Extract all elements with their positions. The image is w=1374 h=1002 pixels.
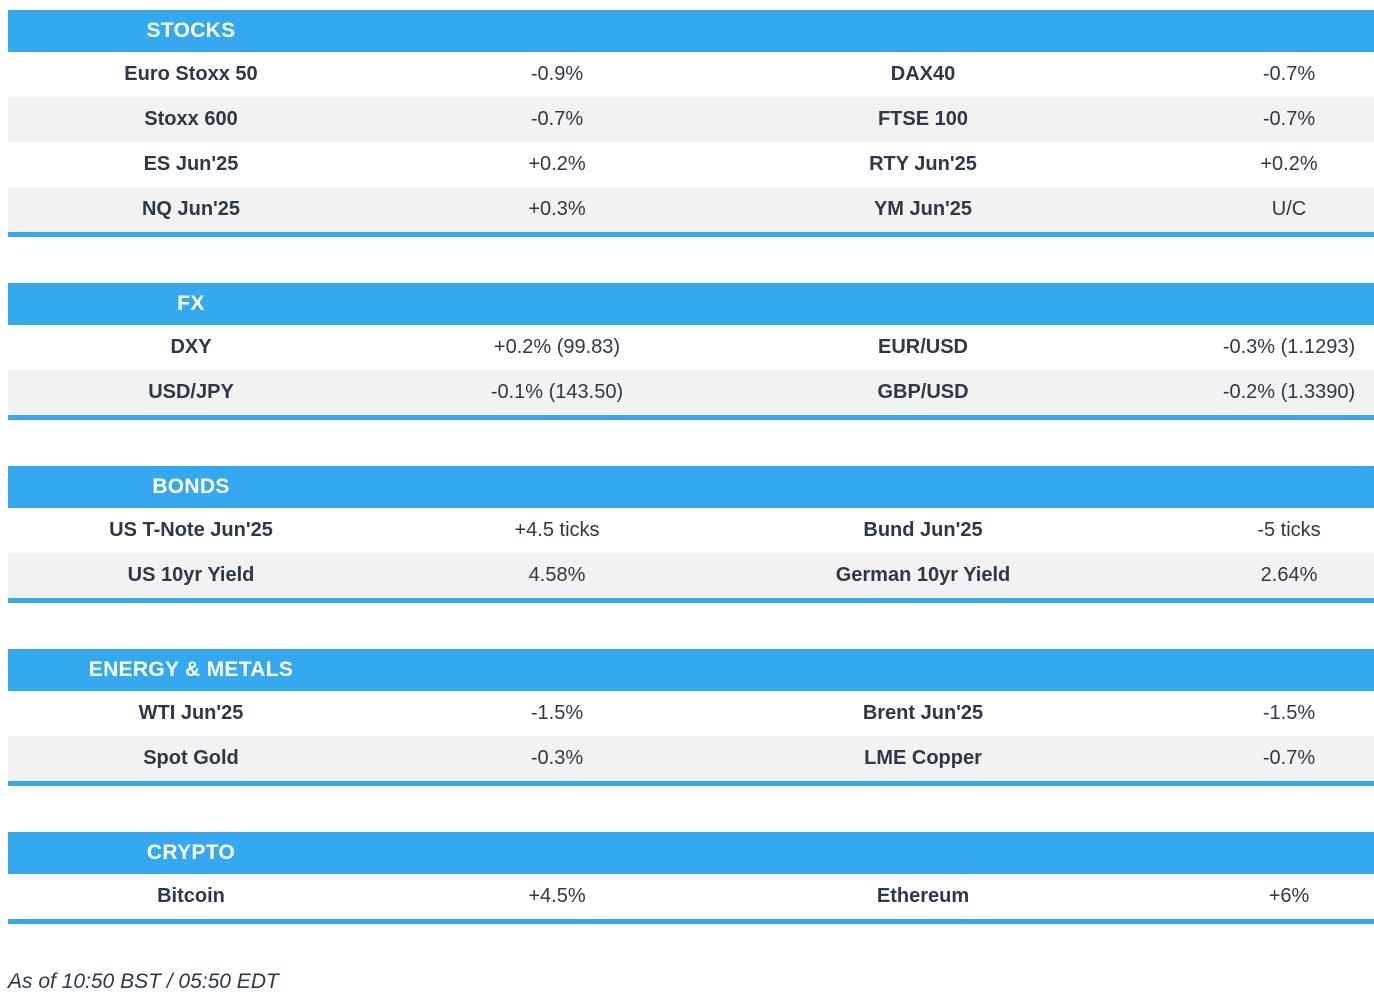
section-header-crypto: CRYPTO — [8, 832, 1374, 874]
section-title: FX — [177, 292, 205, 315]
instrument-value: -0.9% — [530, 63, 584, 85]
table-row: WTI Jun'25 -1.5% Brent Jun'25 -1.5% — [8, 691, 1374, 736]
instrument-value: -1.5% — [530, 702, 584, 724]
section-rows: WTI Jun'25 -1.5% Brent Jun'25 -1.5% Spot… — [8, 691, 1374, 781]
section-title: BONDS — [152, 475, 230, 498]
instrument-value: +0.2% — [1260, 153, 1318, 175]
instrument-name: Euro Stoxx 50 — [124, 63, 258, 85]
section-rows: DXY +0.2% (99.83) EUR/USD -0.3% (1.1293)… — [8, 325, 1374, 415]
table-row: ES Jun'25 +0.2% RTY Jun'25 +0.2% — [8, 142, 1374, 187]
section-rows: Bitcoin +4.5% Ethereum +6% — [8, 874, 1374, 919]
instrument-name: GBP/USD — [877, 381, 969, 403]
section-header-energy-metals: ENERGY & METALS — [8, 649, 1374, 691]
instrument-name: Brent Jun'25 — [862, 702, 984, 724]
instrument-name: LME Copper — [864, 747, 982, 769]
section-header-fx: FX — [8, 283, 1374, 325]
instrument-name: DXY — [170, 336, 212, 358]
table-row: DXY +0.2% (99.83) EUR/USD -0.3% (1.1293) — [8, 325, 1374, 370]
instrument-name: US 10yr Yield — [127, 564, 255, 586]
section-title: ENERGY & METALS — [88, 658, 294, 681]
instrument-value: -0.2% (1.3390) — [1222, 381, 1356, 403]
instrument-name: Ethereum — [876, 885, 970, 907]
section-title: CRYPTO — [146, 841, 236, 864]
instrument-name: WTI Jun'25 — [138, 702, 244, 724]
instrument-name: YM Jun'25 — [873, 198, 973, 220]
instrument-value: -0.7% — [1262, 747, 1316, 769]
instrument-value: +0.3% — [528, 198, 586, 220]
instrument-value: -0.3% (1.1293) — [1222, 336, 1356, 358]
instrument-name: Bund Jun'25 — [863, 519, 983, 541]
instrument-name: DAX40 — [890, 63, 956, 85]
instrument-value: -0.7% — [1262, 63, 1316, 85]
section-fx: FX DXY +0.2% (99.83) EUR/USD -0.3% (1.12… — [8, 283, 1374, 420]
table-row: Spot Gold -0.3% LME Copper -0.7% — [8, 736, 1374, 781]
instrument-name: FTSE 100 — [877, 108, 969, 130]
section-bonds: BONDS US T-Note Jun'25 +4.5 ticks Bund J… — [8, 466, 1374, 603]
instrument-value: -0.3% — [530, 747, 584, 769]
section-rows: Euro Stoxx 50 -0.9% DAX40 -0.7% Stoxx 60… — [8, 52, 1374, 232]
table-row: NQ Jun'25 +0.3% YM Jun'25 U/C — [8, 187, 1374, 232]
instrument-name: German 10yr Yield — [835, 564, 1011, 586]
instrument-value: U/C — [1271, 198, 1307, 220]
instrument-value: +4.5% — [528, 885, 586, 907]
section-energy-metals: ENERGY & METALS WTI Jun'25 -1.5% Brent J… — [8, 649, 1374, 786]
instrument-name: Bitcoin — [157, 885, 225, 907]
instrument-value: +6% — [1268, 885, 1310, 907]
section-crypto: CRYPTO Bitcoin +4.5% Ethereum +6% — [8, 832, 1374, 924]
section-header-bonds: BONDS — [8, 466, 1374, 508]
section-title: STOCKS — [146, 19, 236, 42]
instrument-value: +0.2% — [528, 153, 586, 175]
instrument-value: -5 ticks — [1257, 519, 1321, 541]
table-row: Stoxx 600 -0.7% FTSE 100 -0.7% — [8, 97, 1374, 142]
instrument-value: 4.58% — [528, 564, 586, 586]
table-row: Euro Stoxx 50 -0.9% DAX40 -0.7% — [8, 52, 1374, 97]
instrument-name: EUR/USD — [877, 336, 968, 358]
instrument-value: +4.5 ticks — [514, 519, 600, 541]
section-header-stocks: STOCKS — [8, 10, 1374, 52]
instrument-value: -0.7% — [1262, 108, 1316, 130]
instrument-name: USD/JPY — [148, 381, 234, 403]
instrument-value: +0.2% (99.83) — [493, 336, 621, 358]
table-row: Bitcoin +4.5% Ethereum +6% — [8, 874, 1374, 919]
section-stocks: STOCKS Euro Stoxx 50 -0.9% DAX40 -0.7% S… — [8, 10, 1374, 237]
instrument-name: RTY Jun'25 — [869, 153, 977, 175]
table-row: US 10yr Yield 4.58% German 10yr Yield 2.… — [8, 553, 1374, 598]
instrument-name: NQ Jun'25 — [141, 198, 241, 220]
table-row: USD/JPY -0.1% (143.50) GBP/USD -0.2% (1.… — [8, 370, 1374, 415]
instrument-value: -0.7% — [530, 108, 584, 130]
instrument-name: ES Jun'25 — [143, 153, 239, 175]
table-row: US T-Note Jun'25 +4.5 ticks Bund Jun'25 … — [8, 508, 1374, 553]
section-rows: US T-Note Jun'25 +4.5 ticks Bund Jun'25 … — [8, 508, 1374, 598]
timestamp-note: As of 10:50 BST / 05:50 EDT — [8, 970, 279, 993]
instrument-value: -0.1% (143.50) — [490, 381, 624, 403]
instrument-value: 2.64% — [1260, 564, 1318, 586]
instrument-name: Stoxx 600 — [144, 108, 238, 130]
instrument-name: Spot Gold — [143, 747, 239, 769]
instrument-value: -1.5% — [1262, 702, 1316, 724]
instrument-name: US T-Note Jun'25 — [109, 519, 273, 541]
